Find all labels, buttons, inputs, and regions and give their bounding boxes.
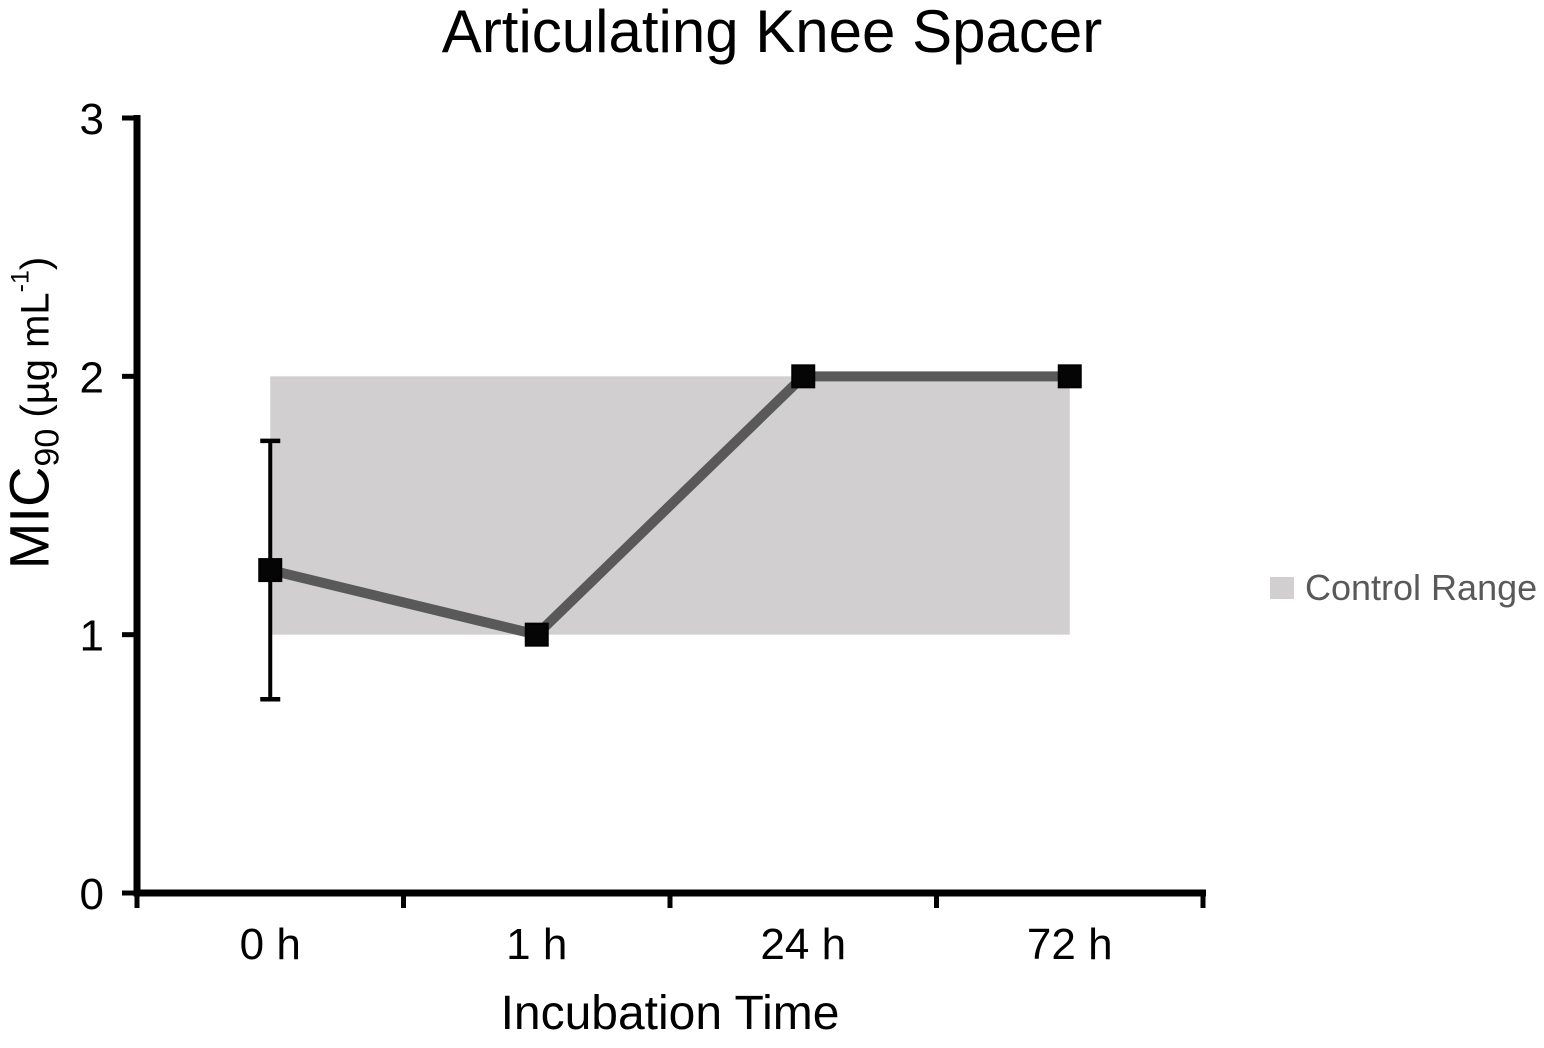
x-tick-label-72-h: 72 h [1027, 920, 1113, 969]
y-tick-label-3: 3 [80, 95, 104, 144]
data-marker-72-h [1057, 364, 1082, 389]
x-tick-label-0-h: 0 h [240, 920, 301, 969]
y-axis-label: MIC90 (µg mL-1) [0, 257, 76, 569]
y-axis-label-unit-close: ) [13, 256, 58, 271]
y-axis-label-subscript: 90 [28, 428, 67, 467]
chart-title: Articulating Knee Spacer [441, 0, 1103, 65]
x-tick-label-1-h: 1 h [506, 920, 567, 969]
y-tick-label-1: 1 [80, 612, 104, 661]
data-marker-24-h [791, 364, 816, 389]
y-axis-label-unit: (µg mL [13, 292, 58, 429]
series-line-mic90 [269, 371, 1070, 641]
x-tick-label-24-h: 24 h [760, 920, 846, 969]
x-axis-label: Incubation Time [500, 987, 840, 1040]
legend-label-control-range: Control Range [1305, 567, 1538, 608]
data-marker-0-h [258, 558, 283, 583]
y-tick-label-2: 2 [80, 353, 104, 402]
y-axis-label-superscript: -1 [6, 270, 35, 293]
legend: Control Range [1270, 566, 1537, 610]
legend-swatch-control-range [1270, 577, 1294, 599]
y-axis-label-main: MIC [0, 466, 61, 570]
y-tick-label-0: 0 [80, 870, 104, 919]
data-marker-1-h [524, 622, 549, 647]
